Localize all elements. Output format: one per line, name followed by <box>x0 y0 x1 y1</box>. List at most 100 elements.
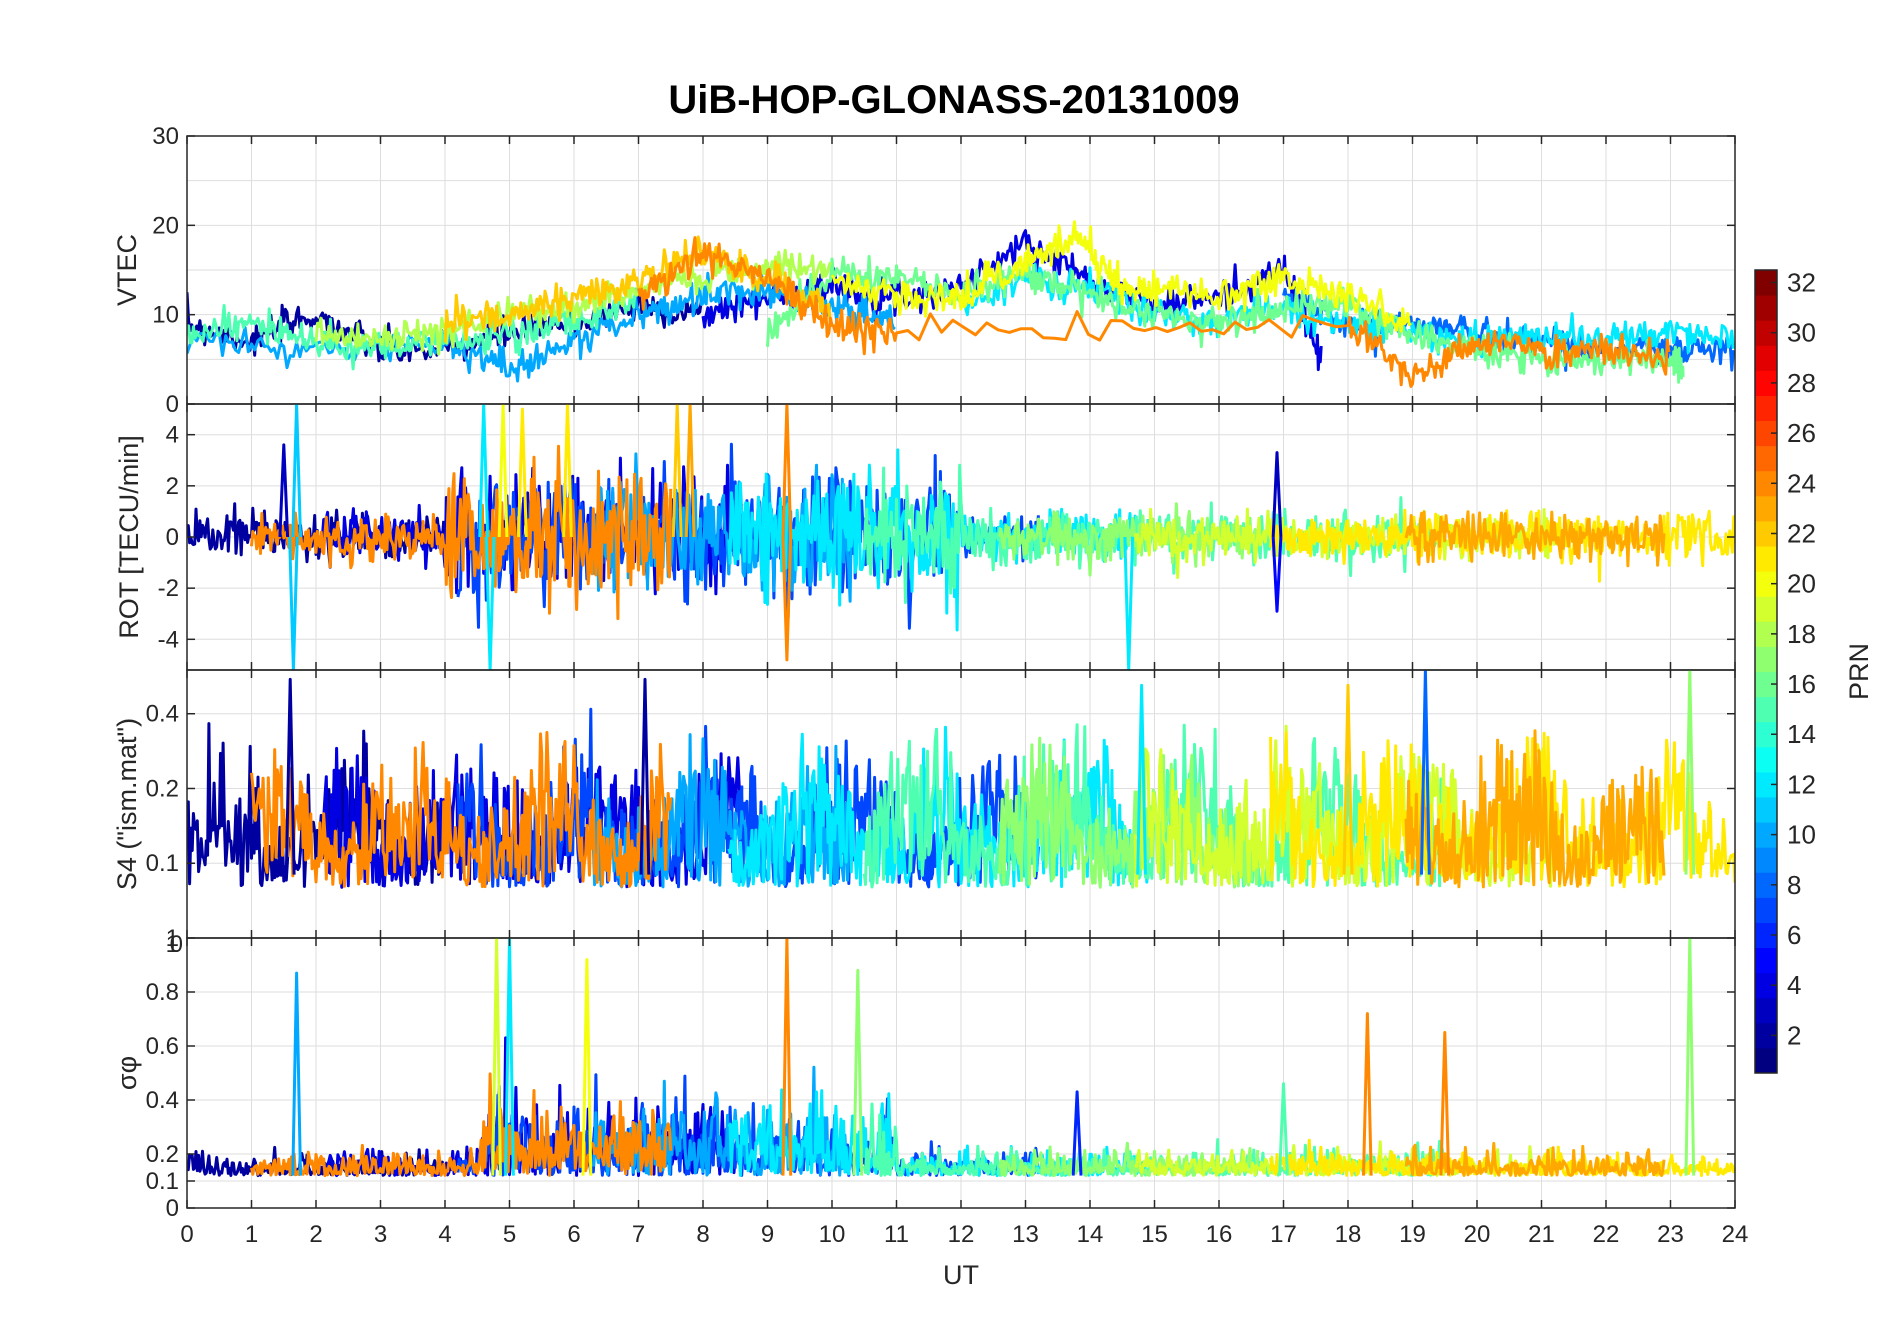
peak-5 <box>1420 670 1431 875</box>
track-prn-15 <box>862 723 1447 889</box>
peak-6 <box>852 968 864 1176</box>
peak-13 <box>1123 536 1135 670</box>
y-axis-label: σφ <box>112 1056 142 1090</box>
series-lines <box>187 404 1735 670</box>
y-ticks: 00.10.20.40.60.81 <box>146 925 1735 1222</box>
x-tick-label: 11 <box>884 1221 909 1248</box>
x-tick-label: 6 <box>567 1221 580 1248</box>
peak-2 <box>288 536 299 670</box>
vtec-track-prn-18 <box>314 248 832 356</box>
y-tick-label: 0.2 <box>146 1141 179 1168</box>
grid <box>186 135 1736 405</box>
colorbar-segment <box>1755 721 1777 748</box>
colorbar-segment <box>1755 872 1777 898</box>
colorbar-segment <box>1755 746 1777 773</box>
x-tick-label: 9 <box>761 1221 774 1248</box>
x-tick-label: 16 <box>1206 1221 1233 1248</box>
x-tick-label: 3 <box>374 1221 387 1248</box>
colorbar-tick-label: 8 <box>1787 870 1801 900</box>
peak-1 <box>278 443 290 538</box>
peak-7 <box>1071 1090 1083 1176</box>
colorbar-segment <box>1755 1047 1777 1074</box>
colorbar-segment <box>1755 621 1777 647</box>
colorbar-segment <box>1755 295 1777 321</box>
colorbar-tick-label: 26 <box>1787 418 1816 448</box>
peak-12 <box>781 536 793 662</box>
colorbar-segment <box>1755 445 1777 472</box>
x-tick-label: 10 <box>819 1221 846 1248</box>
x-tick-label: 15 <box>1141 1221 1168 1248</box>
peak-7 <box>517 407 528 538</box>
y-tick-label: 0 <box>166 391 179 418</box>
peak-14 <box>1271 451 1283 538</box>
colorbar-tick-label: 16 <box>1787 669 1816 699</box>
y-tick-label: -4 <box>158 626 179 653</box>
peak-15 <box>1271 536 1283 613</box>
y-tick-label: 10 <box>152 302 179 329</box>
track-prn-24 <box>250 444 673 621</box>
peak-6 <box>1684 670 1696 875</box>
colorbar-segment <box>1755 646 1777 672</box>
colorbar-segment <box>1755 771 1777 798</box>
y-tick-label: -2 <box>158 575 179 602</box>
peak-8 <box>1278 1082 1289 1176</box>
s4-top-label: 1 <box>166 931 179 958</box>
vtec-track-prn-24 <box>637 236 1671 388</box>
x-tick-label: 17 <box>1270 1221 1297 1248</box>
x-tick-label: 7 <box>632 1221 645 1248</box>
peak-4 <box>1342 683 1354 875</box>
colorbar-tick-label: 24 <box>1787 468 1816 498</box>
colorbar-tick-label: 6 <box>1787 920 1801 950</box>
colorbar-segment <box>1755 520 1777 547</box>
colorbar-segment <box>1755 345 1777 371</box>
colorbar-segment <box>1755 596 1777 622</box>
colorbar-tick-label: 28 <box>1787 368 1816 398</box>
peak-5 <box>781 938 793 1176</box>
peak-11 <box>781 404 793 538</box>
colorbar-segment <box>1755 922 1777 949</box>
vtec-track-prn-16 <box>766 255 1685 384</box>
colorbar-segment <box>1755 420 1777 447</box>
peak-8 <box>562 404 573 538</box>
colorbar-tick-label: 14 <box>1787 719 1816 749</box>
peak-2 <box>639 677 651 875</box>
y-tick-label: 20 <box>152 212 179 239</box>
track-prn-17 <box>998 1141 1260 1177</box>
x-tick-label: 18 <box>1335 1221 1362 1248</box>
x-tick-label: 19 <box>1399 1221 1426 1248</box>
peak-3 <box>504 938 515 1176</box>
x-axis-label: UT <box>943 1260 979 1290</box>
y-tick-label: 1 <box>166 925 179 952</box>
y-ticks: 0 10 20 30 <box>152 123 1735 418</box>
x-ticks <box>186 404 1736 670</box>
y-tick-label: 0.6 <box>146 1033 179 1060</box>
x-tick-label: 2 <box>309 1221 322 1248</box>
chart-title: UiB-HOP-GLONASS-20131009 <box>668 78 1239 122</box>
track-prn-10 <box>591 452 853 603</box>
track-prn-23 <box>1404 1141 1666 1178</box>
sigma-top-label: 0 <box>170 931 183 958</box>
colorbar-tick-label: 22 <box>1787 518 1816 548</box>
peak-11 <box>1684 938 1696 1176</box>
x-tick-label: 21 <box>1528 1221 1555 1248</box>
series-lines <box>187 938 1735 1178</box>
x-tick-label: 1 <box>245 1221 258 1248</box>
colorbar-segment <box>1755 796 1777 823</box>
y-ticks: -4 -2 0 2 4 <box>158 422 1735 653</box>
track-prn-23 <box>1404 729 1666 889</box>
track-prn-24 <box>250 731 673 889</box>
colorbar-tick-label: 18 <box>1787 619 1816 649</box>
peak-1 <box>291 971 302 1176</box>
colorbar-label: PRN <box>1844 643 1874 700</box>
colorbar-segment <box>1755 997 1777 1024</box>
y-axis-label: S4 ("ism.mat") <box>112 718 142 890</box>
colorbar-segment <box>1755 947 1777 974</box>
track-prn-24 <box>250 1072 673 1178</box>
peak-4 <box>581 958 593 1176</box>
x-tick-label: 4 <box>438 1221 451 1248</box>
x-ticks <box>186 670 1736 938</box>
peak-5 <box>484 536 496 670</box>
y-tick-label: 2 <box>166 473 179 500</box>
